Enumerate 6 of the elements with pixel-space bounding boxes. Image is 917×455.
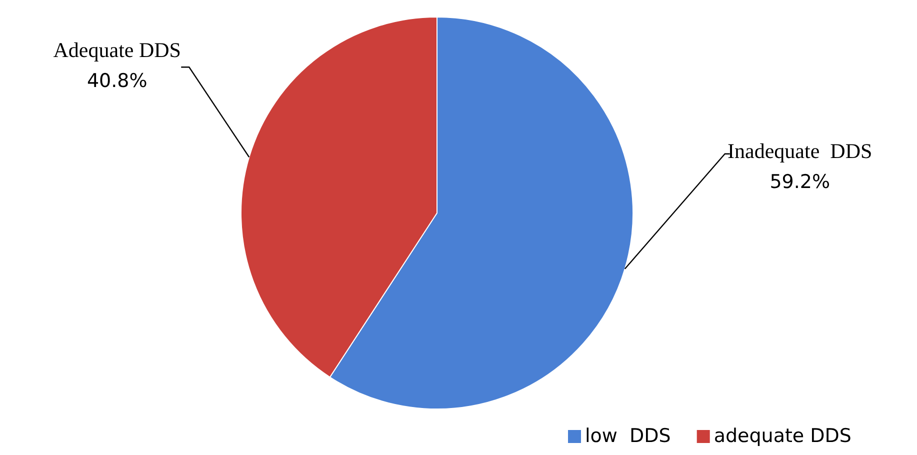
- legend-label: low DDS: [585, 425, 671, 447]
- text: Adequate DDS: [53, 38, 181, 62]
- text: Inadequate DDS: [728, 138, 872, 163]
- data-label: 59.2%: [770, 170, 830, 193]
- legend-label: adequate DDS: [714, 425, 852, 447]
- data-label: 40.8%: [86, 70, 148, 92]
